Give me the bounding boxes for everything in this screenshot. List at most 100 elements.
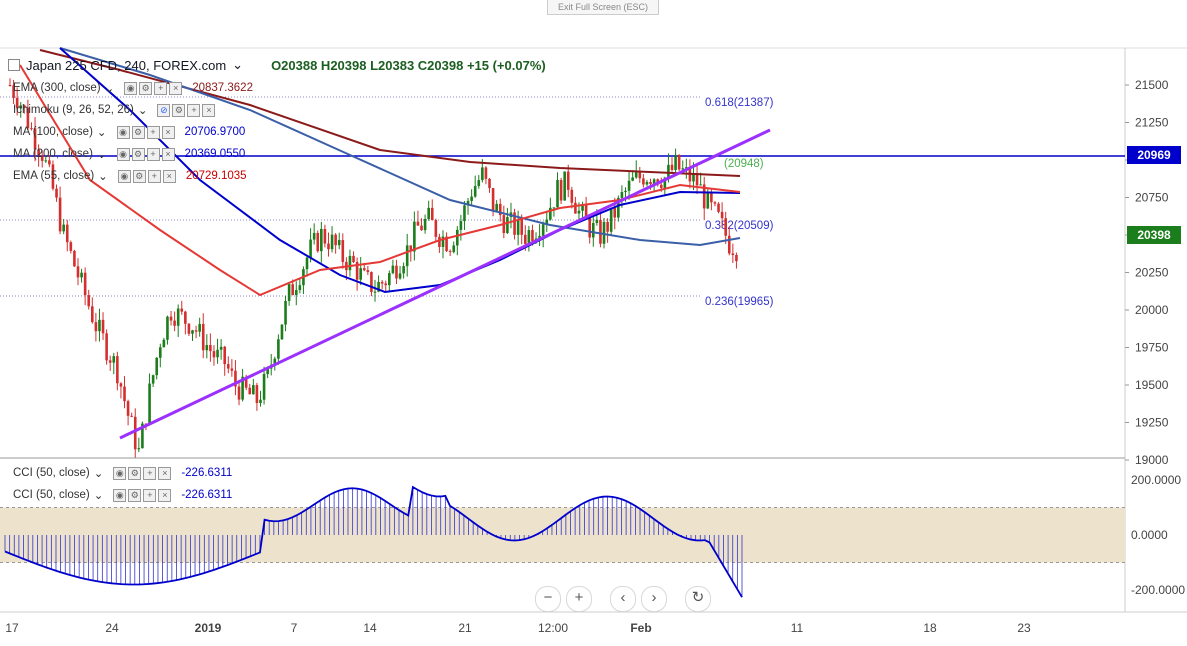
candle-body [87,295,91,307]
cci-band [0,507,1125,563]
add-icon: + [154,81,168,95]
y-tick-label: 19250 [1135,416,1169,430]
candle-body [445,236,448,252]
candle-body [166,316,169,340]
candle-body [645,181,649,185]
indicator-ma100[interactable]: MA (100, close) ⌄ ◉ ⚙ + × 20706.9700 [13,125,245,139]
candle-body [430,207,434,221]
close-icon: × [161,147,175,161]
eye-icon: ◉ [113,488,127,502]
candle-body [44,160,48,162]
candle-body [670,164,674,170]
candle-body [198,324,201,332]
candle-body [187,323,191,334]
candle-body [681,168,685,170]
candle-body [287,284,291,301]
candle-body [248,387,252,395]
y-tick-label: 20750 [1135,191,1169,205]
candle-body [259,399,262,403]
candle-body [277,339,280,359]
indicator-cci-2[interactable]: CCI (50, close) ⌄ ◉ ⚙ + × -226.6311 [13,488,232,502]
candle-body [498,203,502,216]
candle-body [348,255,352,271]
candle-body [538,235,541,239]
reset-chart-button[interactable]: ↻ [685,586,711,612]
candle-body [241,376,244,400]
candle-body [223,346,227,365]
chevron-down-icon: ⌄ [98,171,108,183]
indicator-value: 20729.1035 [185,170,247,182]
candle-body [388,273,391,286]
chevron-down-icon[interactable]: ⌄ [232,57,244,72]
candle-body [416,221,420,226]
collapse-icon[interactable] [8,59,20,71]
fib-label: 0.236(19965) [705,296,774,308]
candle-body [370,272,373,292]
candle-body [26,107,30,129]
trend-line [119,128,771,440]
zoom-in-button[interactable]: + [566,586,592,612]
candle-body [255,385,259,403]
candle-body [463,205,466,222]
candle-body [724,218,727,236]
eye-icon: ◉ [116,147,130,161]
add-icon: + [146,125,160,139]
indicator-ma200[interactable]: MA (200, close) ⌄ ◉ ⚙ + × 20369.0550 [13,147,245,161]
add-icon: + [147,169,161,183]
settings-icon: ⚙ [128,488,142,502]
candle-body [438,236,441,247]
candle-body [73,250,76,267]
candle-body [12,85,15,98]
indicator-label: MA (100, close) [13,126,93,138]
fib-label: 0.618(21387) [705,97,774,109]
candle-body [237,386,241,400]
indicator-ema55[interactable]: EMA (55, close) ⌄ ◉ ⚙ + × 20729.1035 [13,169,247,183]
candle-body [523,234,527,244]
candle-body [638,172,642,179]
candle-body [359,268,362,280]
symbol-label[interactable]: Japan 225 CFD, 240, FOREX.com [26,57,227,73]
candle-body [330,234,334,250]
indicator-value: 20369.0550 [184,148,246,160]
candle-body [491,188,495,211]
candle-body [262,373,266,400]
candle-body [552,207,556,209]
candle-body [506,217,509,234]
scroll-right-button[interactable]: › [641,586,667,612]
add-icon: + [143,466,157,480]
indicator-ema300[interactable]: EMA (300, close) ⌄ ◉ ⚙ + × 20837.3622 [13,81,253,95]
close-icon: × [169,81,183,95]
scroll-left-button[interactable]: ‹ [610,586,636,612]
x-tick-label: 17 [5,621,19,635]
candle-body [692,173,695,182]
candle-body [549,207,552,220]
candle-body [516,219,520,235]
candle-body [584,205,588,219]
indicator-ichimoku[interactable]: Ichimoku (9, 26, 52, 26) ⌄ ⊘ ⚙ + × [13,103,216,117]
x-tick-label: 18 [923,621,937,635]
candle-body [663,177,667,188]
candle-body [58,197,62,232]
candle-body [173,320,176,326]
candle-body [80,272,83,278]
zoom-out-button[interactable]: − [535,586,561,612]
candle-body [652,179,656,184]
candle-body [448,251,452,253]
candle-body [116,356,119,384]
candle-body [176,308,180,326]
candle-body [563,171,566,201]
candle-body [413,221,416,252]
settings-icon: ⚙ [132,169,146,183]
candle-body [323,228,327,244]
candle-body [305,257,309,270]
candle-body [570,189,574,203]
exit-fullscreen-button[interactable]: Exit Full Screen (ESC) [547,0,659,15]
candle-body [520,219,524,235]
candle-body [649,181,652,184]
candle-body [667,164,670,178]
chevron-down-icon: ⌄ [93,490,104,502]
indicator-cci-1[interactable]: CCI (50, close) ⌄ ◉ ⚙ + × -226.6311 [13,466,232,480]
y-tick-label: 21250 [1135,116,1169,130]
settings-icon: ⚙ [128,466,142,480]
